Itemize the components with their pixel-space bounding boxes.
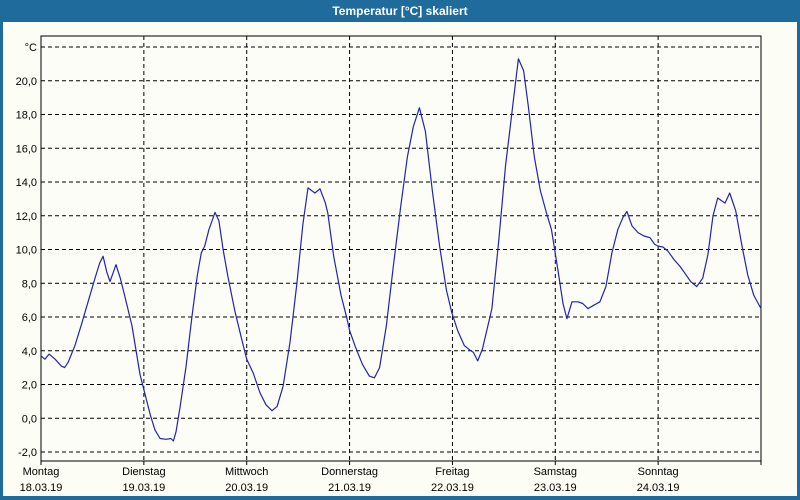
y-axis-tick-label: 2,0: [22, 380, 37, 392]
y-axis-tick-label: 16,0: [16, 143, 37, 155]
y-axis-tick-label: °C: [25, 42, 37, 54]
y-axis-tick-label: -2,0: [18, 447, 37, 459]
x-axis-day-label: Samstag: [534, 466, 577, 478]
x-axis-date-label: 23.03.19: [534, 482, 577, 494]
y-axis-tick-label: 0,0: [22, 413, 37, 425]
x-axis-day-label: Dienstag: [122, 466, 165, 478]
x-axis-day-label: Montag: [23, 466, 60, 478]
plot-area: [41, 36, 761, 461]
y-axis-tick-label: 18,0: [16, 110, 37, 122]
x-axis-date-label: 19.03.19: [122, 482, 165, 494]
y-axis-tick-label: 8,0: [22, 278, 37, 290]
x-axis-date-label: 21.03.19: [328, 482, 371, 494]
x-axis-day-label: Sonntag: [638, 466, 679, 478]
y-axis-tick-label: 4,0: [22, 346, 37, 358]
x-axis-date-label: 22.03.19: [431, 482, 474, 494]
x-axis-day-label: Mittwoch: [225, 466, 268, 478]
y-axis-tick-label: 14,0: [16, 177, 37, 189]
x-axis-day-label: Donnerstag: [321, 466, 378, 478]
y-axis-tick-label: 20,0: [16, 76, 37, 88]
y-axis-tick-label: 12,0: [16, 211, 37, 223]
x-axis-day-label: Freitag: [435, 466, 469, 478]
y-axis-tick-label: 10,0: [16, 245, 37, 257]
x-axis-date-label: 24.03.19: [637, 482, 680, 494]
x-axis-date-label: 18.03.19: [20, 482, 63, 494]
y-axis-tick-label: 6,0: [22, 312, 37, 324]
temperature-chart: -2,0 0,0 2,0 4,0 6,0 8,0 10,0 12,0 14,0 16,0 18,0 2…: [0, 0, 800, 500]
x-axis-date-label: 20.03.19: [225, 482, 268, 494]
